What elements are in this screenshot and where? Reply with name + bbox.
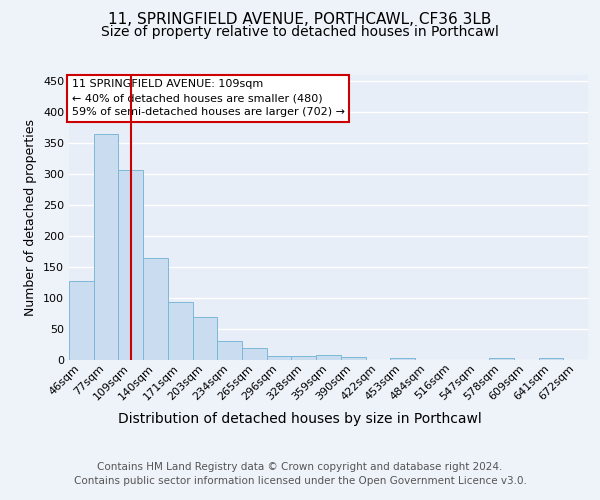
Bar bbox=[489, 358, 514, 360]
Bar bbox=[94, 134, 118, 360]
Bar bbox=[316, 355, 341, 360]
Text: Contains public sector information licensed under the Open Government Licence v3: Contains public sector information licen… bbox=[74, 476, 526, 486]
Text: Distribution of detached houses by size in Porthcawl: Distribution of detached houses by size … bbox=[118, 412, 482, 426]
Bar bbox=[69, 280, 94, 360]
Y-axis label: Number of detached properties: Number of detached properties bbox=[25, 119, 37, 316]
Text: Contains HM Land Registry data © Crown copyright and database right 2024.: Contains HM Land Registry data © Crown c… bbox=[97, 462, 503, 472]
Bar bbox=[217, 342, 242, 360]
Bar bbox=[292, 356, 316, 360]
Bar bbox=[118, 170, 143, 360]
Bar bbox=[267, 356, 292, 360]
Bar bbox=[143, 258, 168, 360]
Text: Size of property relative to detached houses in Porthcawl: Size of property relative to detached ho… bbox=[101, 25, 499, 39]
Bar bbox=[242, 348, 267, 360]
Text: 11 SPRINGFIELD AVENUE: 109sqm
← 40% of detached houses are smaller (480)
59% of : 11 SPRINGFIELD AVENUE: 109sqm ← 40% of d… bbox=[71, 80, 344, 118]
Text: 11, SPRINGFIELD AVENUE, PORTHCAWL, CF36 3LB: 11, SPRINGFIELD AVENUE, PORTHCAWL, CF36 … bbox=[109, 12, 491, 28]
Bar bbox=[193, 316, 217, 360]
Bar bbox=[168, 302, 193, 360]
Bar bbox=[539, 358, 563, 360]
Bar bbox=[341, 357, 365, 360]
Bar bbox=[390, 358, 415, 360]
